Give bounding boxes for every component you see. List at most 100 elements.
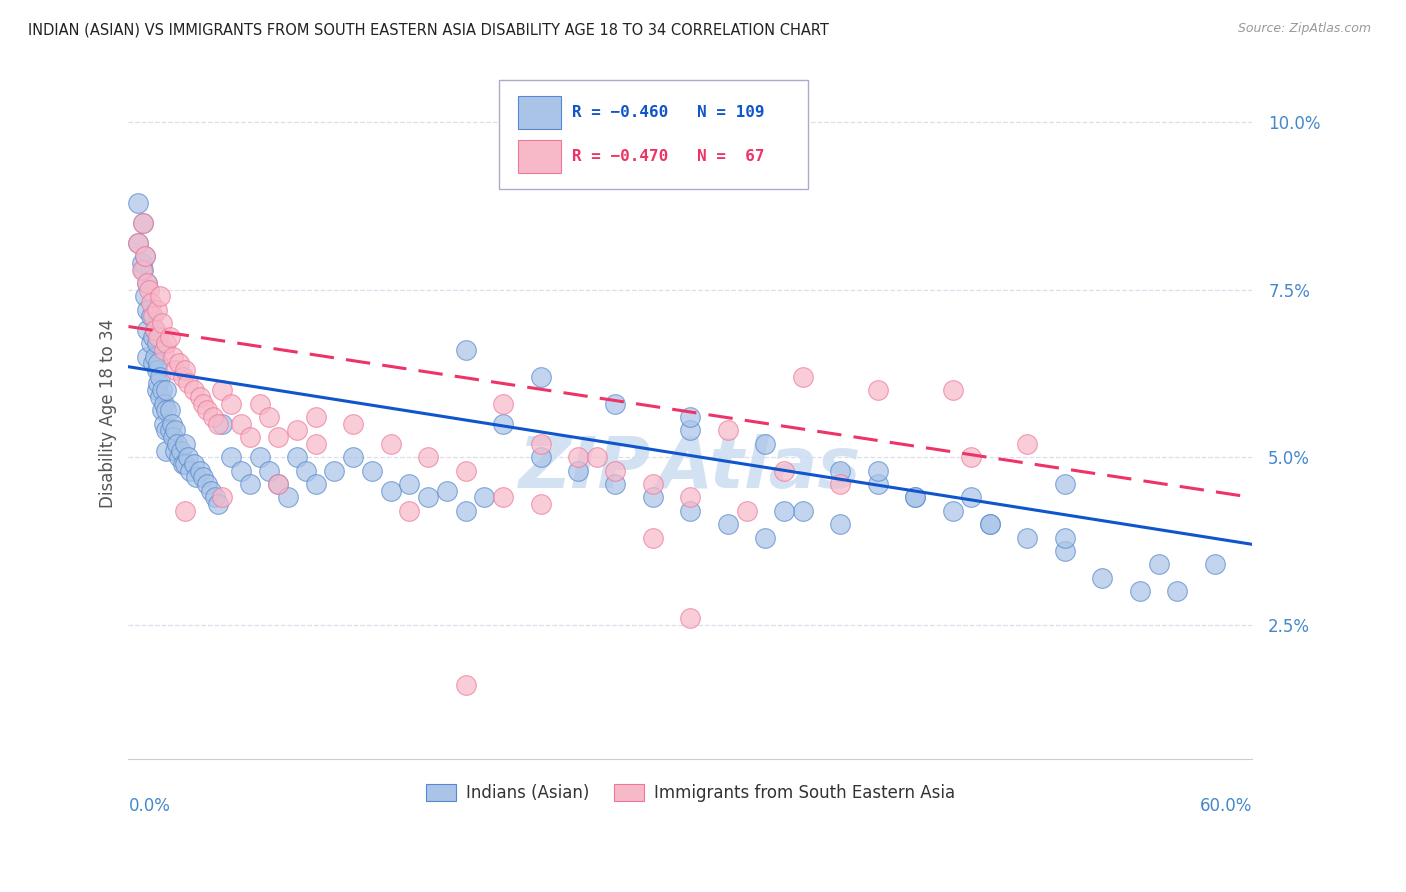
Text: 0.0%: 0.0% <box>128 797 170 814</box>
Point <box>221 396 243 410</box>
Point <box>830 517 852 532</box>
Point <box>979 517 1001 532</box>
Point <box>149 369 172 384</box>
Point <box>1053 544 1076 558</box>
FancyBboxPatch shape <box>499 80 808 189</box>
Point <box>1204 558 1226 572</box>
Point <box>529 497 551 511</box>
Point <box>454 343 477 357</box>
Point <box>830 464 852 478</box>
Point <box>177 450 200 465</box>
Point <box>148 329 170 343</box>
Point <box>145 363 167 377</box>
Point <box>159 403 181 417</box>
Point <box>145 383 167 397</box>
Point <box>165 443 187 458</box>
Point <box>472 491 495 505</box>
Point <box>165 363 187 377</box>
Point <box>398 504 420 518</box>
Point <box>136 302 159 317</box>
Point <box>159 329 181 343</box>
Point <box>492 417 515 431</box>
Point <box>211 491 233 505</box>
Point <box>131 262 153 277</box>
Point <box>436 483 458 498</box>
Point <box>195 403 218 417</box>
Point <box>1017 531 1039 545</box>
Point <box>173 437 195 451</box>
Point <box>792 504 814 518</box>
Point <box>134 289 156 303</box>
Point <box>342 417 364 431</box>
Point <box>207 417 229 431</box>
Point <box>418 491 440 505</box>
Point <box>153 396 176 410</box>
Point <box>153 343 176 357</box>
Point <box>183 383 205 397</box>
Point <box>170 443 193 458</box>
Point <box>207 497 229 511</box>
Point <box>735 504 758 518</box>
Point <box>229 464 252 478</box>
Point <box>127 235 149 250</box>
Point <box>166 437 188 451</box>
Point <box>173 457 195 471</box>
Text: ZIP Atlas: ZIP Atlas <box>519 434 862 503</box>
Point <box>143 350 166 364</box>
Point <box>257 464 280 478</box>
Point <box>529 369 551 384</box>
Point <box>127 235 149 250</box>
Point <box>155 336 177 351</box>
Point <box>605 464 627 478</box>
Text: R = −0.470   N =  67: R = −0.470 N = 67 <box>572 149 765 164</box>
Point <box>179 464 201 478</box>
Point <box>177 376 200 391</box>
Point <box>162 430 184 444</box>
Point <box>172 457 194 471</box>
Text: 60.0%: 60.0% <box>1199 797 1253 814</box>
Point <box>155 424 177 438</box>
Point <box>167 450 190 465</box>
Point <box>211 383 233 397</box>
Point <box>277 491 299 505</box>
Point <box>173 363 195 377</box>
Point <box>143 323 166 337</box>
Point <box>454 464 477 478</box>
Point <box>193 396 215 410</box>
Point <box>142 329 165 343</box>
Point <box>492 396 515 410</box>
Point <box>679 491 702 505</box>
Point <box>454 678 477 692</box>
Point <box>136 276 159 290</box>
Point <box>960 450 983 465</box>
Point <box>1053 477 1076 491</box>
Point <box>941 383 963 397</box>
Point <box>1053 531 1076 545</box>
Point <box>866 477 889 491</box>
Point <box>941 504 963 518</box>
Point <box>398 477 420 491</box>
Point <box>830 477 852 491</box>
Point <box>139 336 162 351</box>
Point <box>679 424 702 438</box>
Point <box>792 369 814 384</box>
Point <box>866 464 889 478</box>
Point <box>305 437 328 451</box>
Point <box>173 504 195 518</box>
Point <box>567 464 589 478</box>
Point <box>754 437 776 451</box>
Point <box>267 477 290 491</box>
Point <box>165 424 187 438</box>
Point <box>150 316 173 330</box>
Point <box>904 491 927 505</box>
Point <box>150 403 173 417</box>
Point <box>866 383 889 397</box>
Point <box>188 464 211 478</box>
Point <box>172 369 194 384</box>
Point <box>162 350 184 364</box>
Point <box>267 477 290 491</box>
Point <box>249 450 271 465</box>
Point <box>641 477 664 491</box>
Point <box>361 464 384 478</box>
Point <box>136 350 159 364</box>
